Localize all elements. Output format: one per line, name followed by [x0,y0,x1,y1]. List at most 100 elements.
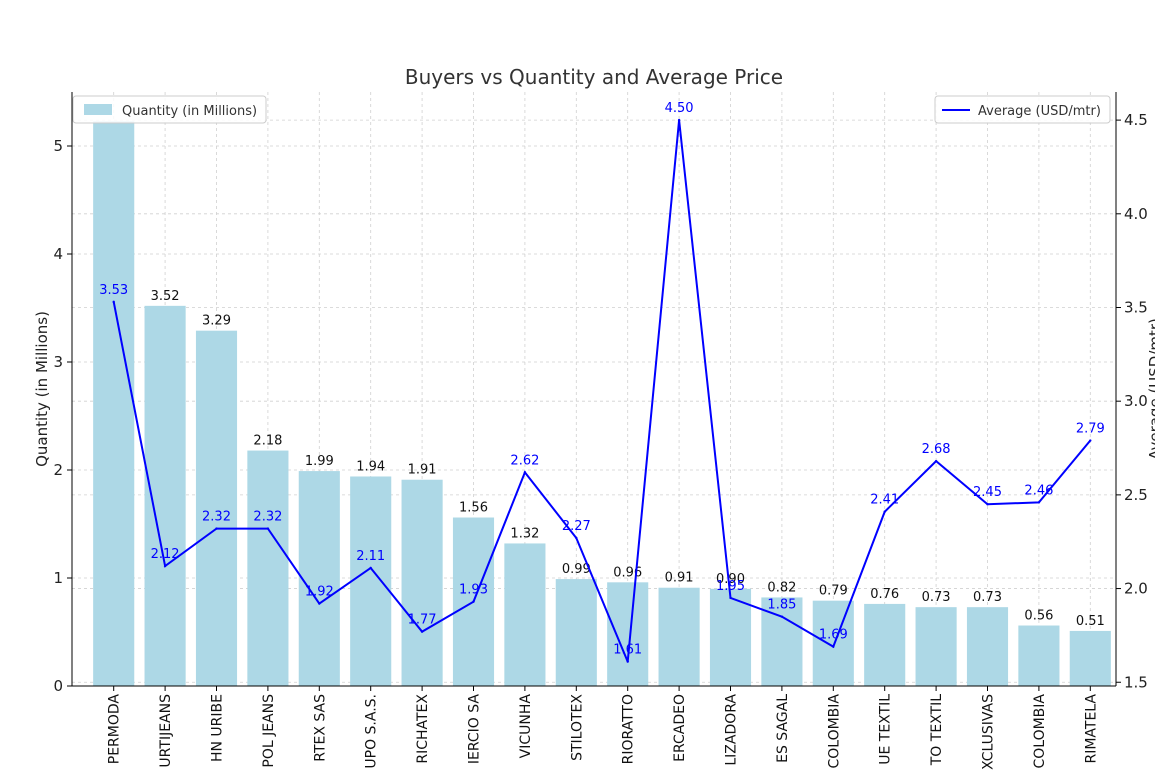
x-tick-label: HN URIBE [210,694,226,762]
line-value-label: 2.11 [356,549,385,564]
line-point [780,615,784,618]
line-value-label: 2.12 [151,547,180,562]
bar [298,471,340,686]
bar-value-label: 1.99 [305,454,334,469]
line-point [318,602,321,605]
bar-value-label: 1.32 [510,526,539,541]
x-tick-label: RICHATEX [415,694,431,764]
bar [195,330,238,686]
line-point [729,596,732,600]
bar-value-label: 1.91 [408,463,437,478]
bar-value-label: 0.51 [1076,614,1105,629]
x-tick-label: RIORATTO [621,694,637,764]
line-value-label: 1.95 [716,579,745,594]
axes: 0 1 2 3 4 5 1.5 2.0 2.5 3.0 3.5 4.0 4.5 PERMODA URTIJE… [53,92,1148,770]
bar [350,476,392,686]
bar-value-label: 0.73 [922,590,951,605]
legend-quantity: Quantity (in Millions) [72,95,267,124]
line-point [1037,501,1041,504]
bar-value-label: 3.52 [151,289,180,304]
line-point [369,566,372,570]
bar [966,607,1009,686]
bar [504,543,546,686]
line-value-label: 2.68 [922,442,951,457]
x-tick-label: POL JEANS [261,694,277,768]
line-point [472,600,475,603]
bar [93,121,135,686]
bar [1069,630,1111,686]
x-tick-label: STILOTEX [569,694,585,761]
average-line: 3.53 2.12 2.32 2.32 1.92 2.11 1.77 1.93 2.62 2.27… [99,101,1105,663]
line-value-label: 2.41 [870,493,899,508]
line-value-label: 2.46 [1024,483,1053,498]
y-axis-label: Quantity (in Millions) [33,311,51,467]
line-value-label: 3.53 [99,283,128,298]
bar-value-label: 1.94 [356,459,385,474]
x-tick-label: COLOMBIA [1032,694,1048,769]
line-value-label: 1.61 [613,643,642,658]
line-point [112,300,115,304]
y-tick-label: 1 [53,569,63,587]
x-tick-label: RIMATELA [1083,694,1099,764]
line-point [832,645,835,648]
y-tick-label: 3 [53,353,63,371]
line-point [523,471,527,474]
line-point [883,510,886,513]
bar-value-label: 0.90 [716,572,745,587]
bar [864,603,906,686]
x-tick-label: PERMODA [107,694,123,765]
x-tick-label: URTIJEANS [158,694,174,768]
y-tick-label: 2 [53,461,63,479]
y-tick-label: 4 [53,245,63,263]
line-value-label: 2.27 [562,519,591,534]
legend-quantity-swatch [84,104,112,115]
line-point [1089,439,1092,442]
bar-value-label: 3.29 [202,314,231,329]
line-value-label: 1.69 [819,628,848,643]
line-value-label: 2.79 [1076,422,1105,437]
y2-tick-label: 3.0 [1124,392,1148,410]
y2-axis-label: Average (USD/mtr) [1146,318,1155,460]
line-point [575,536,578,540]
y2-tick-label: 2.5 [1124,486,1148,504]
bars: 3.52 3.29 2.18 1.99 1.94 1.91 1.56 1.32 0.99 0.96… [93,121,1111,686]
bar-value-label: 0.79 [819,584,848,599]
bar [709,588,752,686]
x-tick-label: IERCIO SA [467,694,483,765]
y-tick-label: 0 [53,677,63,695]
y2-tick-label: 2.0 [1124,580,1148,598]
x-tick-label: UE TEXTIL [878,694,894,765]
bar [555,579,597,686]
line-value-label: 2.45 [973,485,1002,500]
bar-value-label: 1.56 [459,501,488,516]
x-tick-label: VICUNHA [518,694,534,759]
line-point [677,118,681,122]
x-tick-label: LIZADORA [724,694,740,766]
y2-tick-label: 1.5 [1124,673,1148,691]
x-tick-label: TO TEXTIL [929,694,945,766]
bar [401,479,443,686]
line-point [934,459,938,463]
bar-value-label: 0.73 [973,590,1002,605]
bar [915,607,957,686]
x-tick-label: ERCADEO [672,694,688,762]
line-point [163,564,167,568]
x-tick-label: XCLUSIVAS [981,694,997,770]
line-point [215,527,218,530]
y2-tick-label: 4.0 [1124,205,1148,223]
bar [812,600,854,686]
line-value-label: 1.85 [767,598,796,613]
bar-value-label: 0.82 [767,580,796,595]
x-tick-label: COLOMBIA [826,694,842,769]
chart-title: Buyers vs Quantity and Average Price [405,65,783,89]
y-tick-label: 5 [53,137,63,155]
bar-value-label: 0.99 [562,562,591,577]
legend-quantity-label: Quantity (in Millions) [122,104,257,119]
legend-average: Average (USD/mtr) [934,95,1111,124]
bar-value-label: 0.76 [870,587,899,602]
bar [658,587,700,686]
line-value-label: 2.62 [510,453,539,468]
x-tick-label: ES SAGAL [775,694,791,763]
average-line-path [112,120,1092,663]
line-value-label: 2.32 [253,510,282,525]
